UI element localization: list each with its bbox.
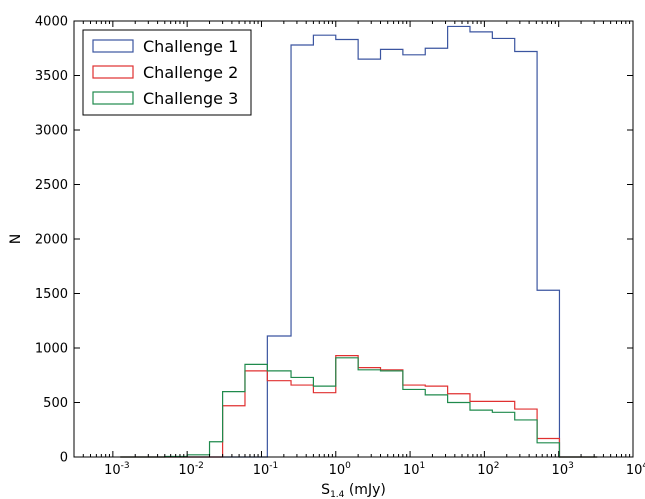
ticks-layer: 0 500 1000 1500 2000 2500 3000 3500 4000 10-3 10-2… [35,15,645,479]
series-line-3 [120,357,598,458]
x-axis-title-subscript: 1.4 [330,490,345,499]
y-tick-label: 1500 [35,287,68,302]
x-tick-label: 10-1 [253,461,279,478]
series-line-2 [120,355,598,458]
x-axis-title-unit: (mJy) [344,482,385,498]
y-tick-label: 3500 [35,69,68,84]
legend-swatch-3 [92,91,134,105]
legend-label-3: Challenge 3 [143,89,238,108]
x-tick-label: 103 [552,461,574,478]
x-tick-label: 102 [477,461,499,478]
y-tick-label: 2000 [35,233,68,248]
y-tick-label: 1000 [35,342,68,357]
x-axis-title: S1.4 (mJy) [321,482,386,499]
legend-label-2: Challenge 2 [143,63,238,82]
x-axis-title-main: S [321,482,330,498]
y-axis-title: N [8,234,24,244]
legend-swatch-2 [92,65,134,79]
y-tick-label: 2500 [35,178,68,193]
legend: Challenge 1 Challenge 2 Challenge 3 [82,29,252,116]
x-tick-label: 10-3 [104,461,130,478]
y-tick-label: 500 [43,396,68,411]
x-tick-label: 101 [403,461,425,478]
x-tick-label: 10-2 [178,461,204,478]
x-tick-label: 104 [626,461,645,478]
y-tick-label: 0 [60,451,68,466]
y-tick-label: 3000 [35,124,68,139]
legend-label-1: Challenge 1 [143,37,238,56]
legend-swatch-1 [92,39,134,53]
legend-box [82,29,252,116]
y-tick-label: 4000 [35,15,68,30]
x-tick-label: 100 [329,461,352,478]
